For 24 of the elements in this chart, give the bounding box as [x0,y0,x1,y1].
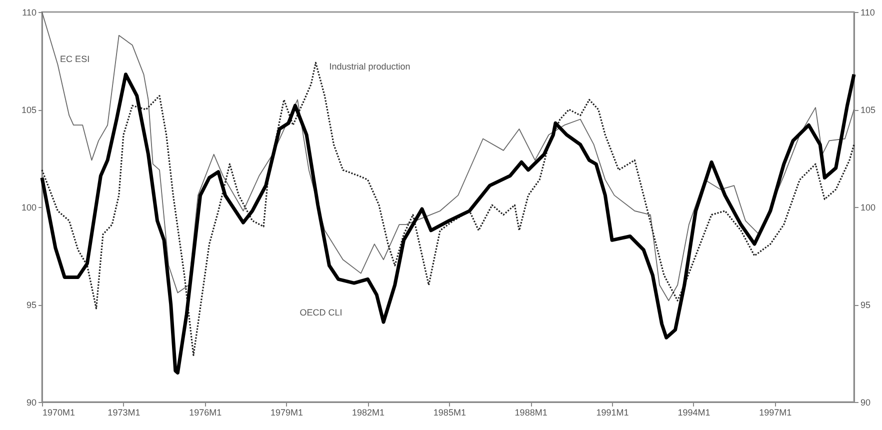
x-tick-label: 1979M1 [270,408,304,418]
y2-tick-label: 90 [860,398,871,408]
series-label: Industrial production [329,62,410,72]
y-tick-label: 100 [21,202,36,212]
x-tick-label: 1991M1 [596,408,629,418]
x-tick-label: 1976M1 [189,408,222,418]
y2-tick-label: 95 [860,300,871,310]
x-tick-label: 1994M1 [678,408,710,418]
x-tick-label: 1988M1 [514,408,548,418]
y-tick-label: 95 [26,300,36,310]
x-tick-label: 1982M1 [352,408,384,418]
y2-tick-label: 110 [860,8,875,18]
y-tick-label: 105 [21,105,36,115]
series-label: EC ESI [60,54,90,64]
x-tick-label: 1973M1 [108,408,140,418]
y-tick-label: 90 [26,398,36,408]
x-tick-label: 1970M1 [42,408,76,418]
y2-tick-label: 100 [860,202,876,212]
x-tick-label: 1985M1 [433,408,466,418]
x-tick-label: 1997M1 [759,408,792,418]
y-tick-label: 110 [22,8,36,18]
line-series [42,12,854,302]
y2-tick-label: 105 [860,105,876,115]
text: OECD CLI [300,307,342,318]
